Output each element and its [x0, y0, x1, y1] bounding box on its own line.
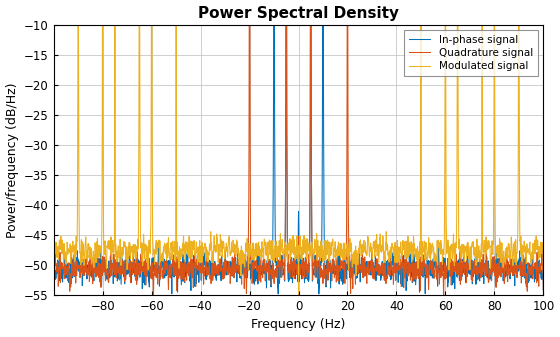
Modulated signal	[386, 253, 393, 257]
Quadrature signal	[540, 287, 547, 292]
In-phase signal	[50, 288, 57, 293]
In-phase signal	[540, 288, 547, 293]
Quadrature signal	[307, 129, 314, 133]
Y-axis label: Power/frequency (dB/Hz): Power/frequency (dB/Hz)	[6, 82, 18, 238]
Quadrature signal	[176, 267, 183, 271]
In-phase signal	[176, 251, 183, 255]
In-phase signal	[386, 271, 393, 275]
Title: Power Spectral Density: Power Spectral Density	[198, 5, 399, 21]
Legend: In-phase signal, Quadrature signal, Modulated signal: In-phase signal, Quadrature signal, Modu…	[404, 30, 538, 76]
Modulated signal	[335, 254, 342, 258]
In-phase signal	[512, 265, 519, 269]
In-phase signal	[104, 277, 110, 281]
Modulated signal	[295, 296, 302, 300]
In-phase signal	[275, 292, 282, 296]
Quadrature signal	[104, 273, 110, 277]
Modulated signal	[540, 272, 547, 276]
Modulated signal	[104, 244, 110, 248]
Line: Modulated signal: Modulated signal	[54, 0, 543, 298]
In-phase signal	[335, 279, 342, 283]
Quadrature signal	[335, 266, 342, 270]
Modulated signal	[176, 256, 183, 261]
Quadrature signal	[386, 265, 393, 269]
Quadrature signal	[150, 297, 157, 301]
Modulated signal	[512, 238, 519, 242]
Modulated signal	[50, 272, 57, 276]
Quadrature signal	[50, 287, 57, 292]
In-phase signal	[307, 130, 314, 134]
Line: Quadrature signal: Quadrature signal	[54, 0, 543, 299]
Quadrature signal	[512, 262, 519, 266]
Line: In-phase signal: In-phase signal	[54, 0, 543, 294]
X-axis label: Frequency (Hz): Frequency (Hz)	[251, 318, 346, 332]
Modulated signal	[307, 247, 314, 251]
